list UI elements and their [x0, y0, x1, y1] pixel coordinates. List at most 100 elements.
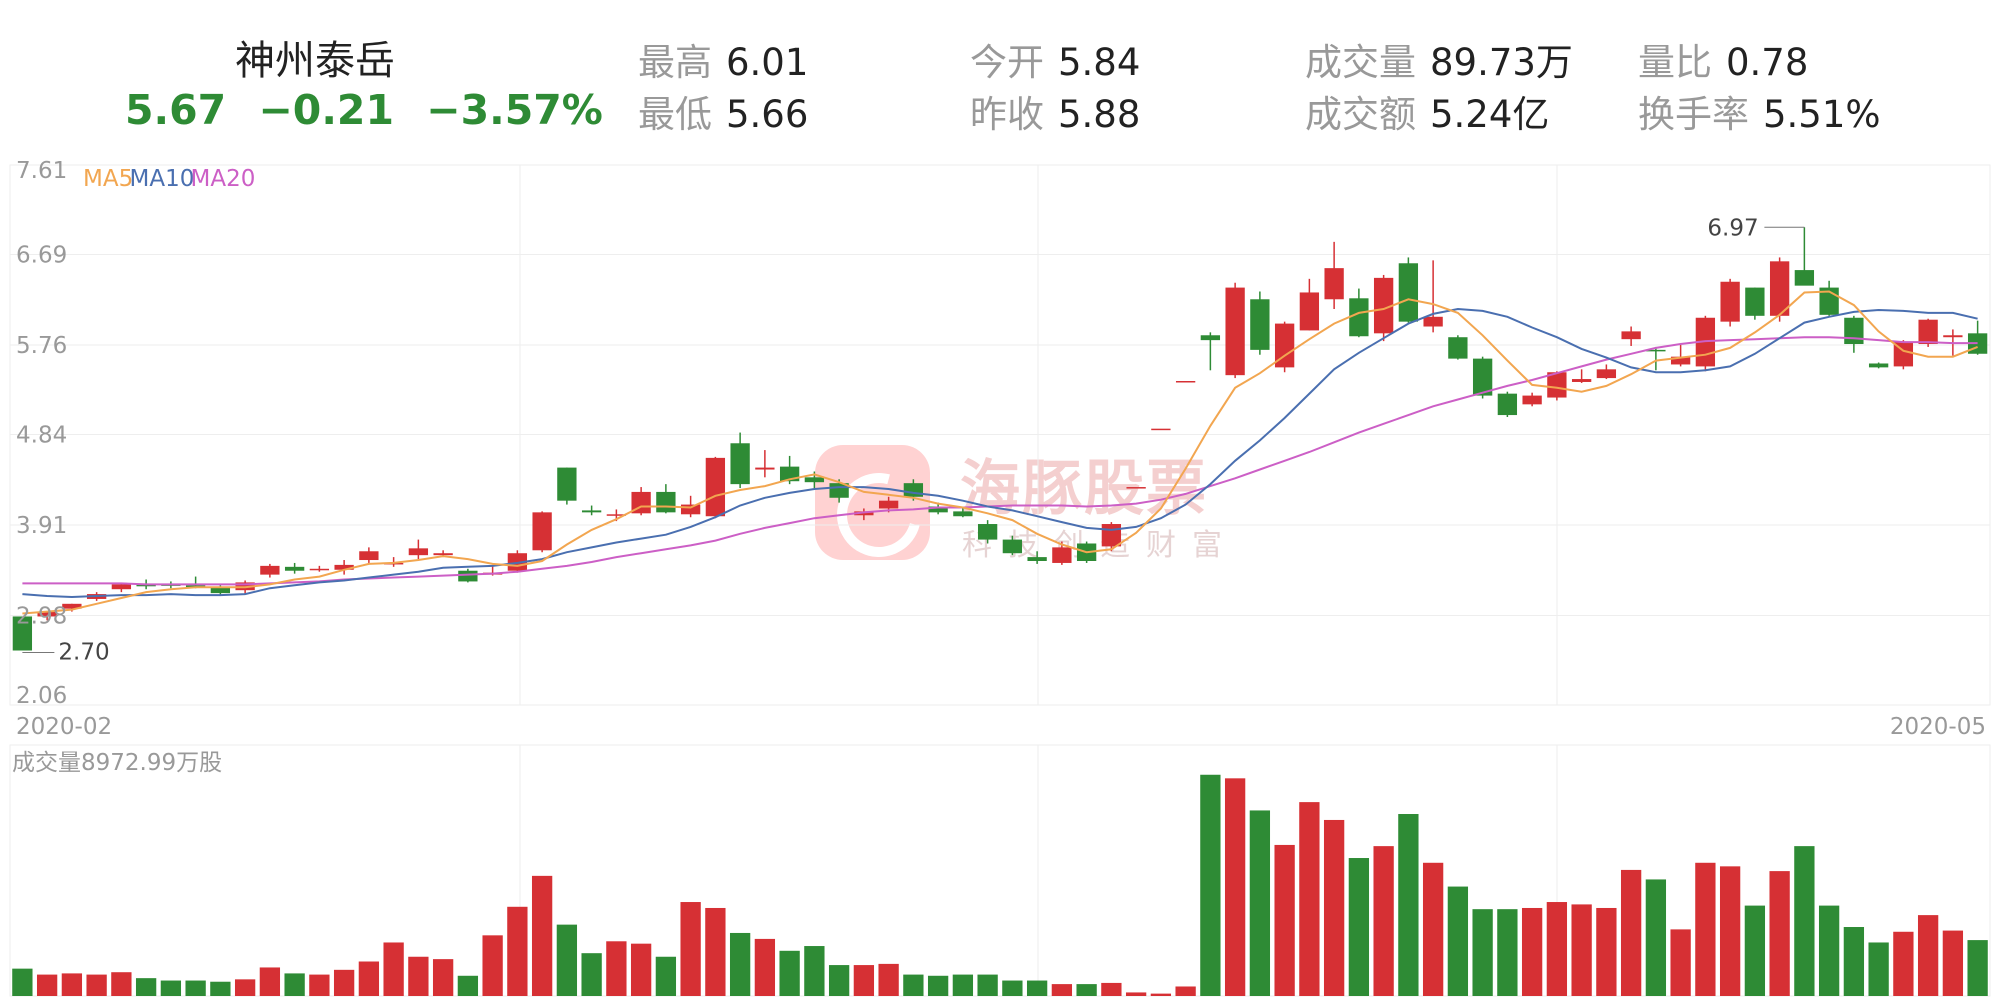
price-line: 5.67 −0.21 −3.57%: [125, 86, 621, 134]
volume-bar: [1794, 846, 1815, 996]
candle-body: [532, 512, 552, 551]
volume-bar: [754, 938, 776, 996]
price-change-pct: −3.57%: [426, 86, 603, 134]
volume-bar: [111, 972, 132, 996]
volume-bar: [86, 974, 107, 996]
candle-body: [1844, 317, 1864, 345]
candle-body: [1868, 363, 1889, 368]
volume-bar: [160, 980, 182, 996]
volume-bar: [952, 974, 974, 996]
volume-bar: [1175, 986, 1196, 996]
legend-ma20: MA20: [191, 166, 256, 192]
candle-body: [12, 616, 33, 651]
legend-ma10: MA10: [130, 166, 195, 192]
volume-bar: [1868, 942, 1889, 996]
ma20-line: [22, 336, 1978, 586]
volume-bar: [210, 981, 231, 996]
candle-body: [1002, 539, 1023, 554]
candle-body: [1175, 381, 1196, 383]
candle-body: [185, 585, 206, 588]
volume-bar: [36, 974, 58, 996]
ma10-line: [22, 307, 1978, 599]
volume-bar: [432, 959, 454, 996]
volume-bar: [1893, 931, 1914, 996]
candle-body: [334, 564, 354, 570]
candle-body: [1497, 393, 1518, 416]
candle-body: [1151, 428, 1171, 431]
volume-bar: [507, 906, 528, 996]
volume-bar: [259, 967, 281, 996]
volume-bar: [12, 968, 33, 996]
volume-bar: [606, 941, 627, 996]
candle-body: [37, 611, 57, 617]
volume-bar: [309, 974, 330, 996]
candle-body: [1745, 287, 1765, 316]
volume-bar: [977, 974, 998, 996]
candle-body: [1225, 287, 1245, 376]
candle-body: [210, 587, 231, 594]
volume-bar: [1744, 905, 1766, 996]
candle-body: [1423, 316, 1443, 327]
candle-body: [656, 491, 676, 513]
volume-bar: [333, 969, 355, 996]
volume-bar: [1719, 866, 1741, 996]
candle-body: [804, 477, 825, 483]
candle-body: [1472, 358, 1493, 396]
volume-bar: [1299, 802, 1320, 996]
max-annotation-label: 6.97: [1707, 215, 1758, 241]
ma5-line: [22, 290, 1978, 615]
candle-body: [1918, 319, 1938, 345]
volume-bar: [1051, 984, 1073, 996]
candle-body: [1349, 298, 1369, 337]
volume-bar: [61, 973, 83, 996]
volume-bar: [1818, 905, 1840, 996]
volume-bar: [1200, 774, 1221, 996]
candle-body: [730, 443, 750, 485]
watermark-logo-icon: [815, 445, 930, 560]
volume-bar: [1422, 862, 1444, 996]
candle-body: [953, 511, 973, 517]
quote-low: 最低 5.66: [638, 93, 809, 136]
volume-bar: [1323, 819, 1345, 996]
volume-bar: [1571, 904, 1592, 996]
candle-body: [1522, 395, 1542, 405]
candle-body: [359, 551, 379, 561]
candle-body: [1200, 335, 1221, 341]
x-start-label: 2020-02: [16, 714, 112, 740]
candle-body: [1571, 379, 1592, 382]
candle-body: [1720, 281, 1740, 322]
y-tick-label: 3.91: [16, 513, 67, 539]
volume-bar: [1645, 879, 1667, 996]
candle-body: [581, 510, 602, 513]
volume-bar: [878, 963, 899, 996]
volume-bar: [581, 953, 602, 996]
volume-bar: [779, 950, 800, 996]
volume-bar: [1249, 810, 1271, 996]
volume-bar: [1942, 930, 1964, 996]
candle-body: [1324, 268, 1344, 300]
candle-body: [260, 565, 280, 575]
candle-body: [1547, 372, 1567, 398]
candle-body: [1398, 263, 1419, 322]
volume-bar: [1917, 915, 1939, 996]
volume-panel-frame: [9, 744, 1991, 997]
volume-bar: [482, 935, 503, 996]
volume-bar: [1224, 778, 1246, 996]
volume-bar: [1274, 844, 1295, 996]
x-end-label: 2020-05: [1890, 714, 1986, 740]
candle-body: [1274, 323, 1295, 368]
quote-volume: 成交量 89.73万: [1305, 41, 1573, 84]
volume-bar: [1546, 902, 1568, 996]
volume-bar: [383, 942, 404, 996]
volume-label: 成交量8972.99万股: [12, 750, 222, 776]
candle-body: [755, 467, 775, 470]
candle-body: [408, 548, 429, 556]
volume-bar: [1620, 869, 1642, 996]
candle-body: [1126, 487, 1146, 489]
y-tick-label: 2.98: [16, 603, 67, 629]
y-tick-label: 5.76: [16, 333, 67, 359]
volume-bar: [1843, 927, 1865, 996]
volume-bar: [1076, 984, 1097, 996]
volume-bar: [1101, 982, 1122, 996]
